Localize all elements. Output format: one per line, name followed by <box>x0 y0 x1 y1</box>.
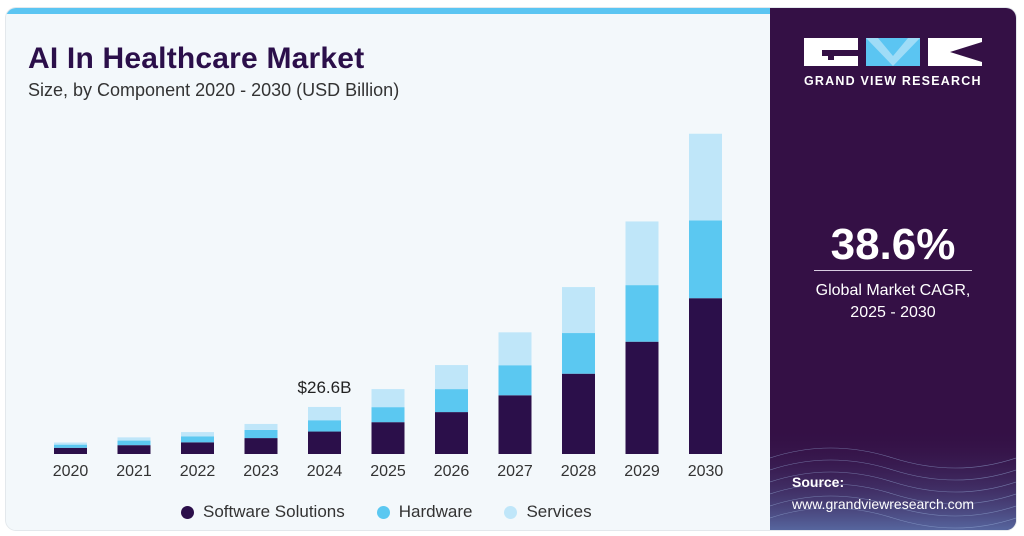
legend-swatch-hardware <box>376 505 390 519</box>
legend-item-software-solutions: Software Solutions <box>181 502 345 522</box>
bar-segment-services-2023 <box>244 423 278 430</box>
bar-segment-hardware-2021 <box>117 440 151 446</box>
legend-label-services: Services <box>526 502 592 521</box>
bar-segment-hardware-2029 <box>625 285 659 342</box>
bar-segment-hardware-2022 <box>181 436 214 443</box>
bar-segment-software-solutions-2022 <box>181 442 214 454</box>
source-label: Source: <box>792 474 845 490</box>
x-tick-label-2025: 2025 <box>370 463 406 480</box>
bar-segment-software-solutions-2030 <box>689 298 722 454</box>
bar-segment-hardware-2030 <box>689 220 722 299</box>
logo-marks <box>804 38 984 66</box>
accent-top-bar <box>6 8 770 14</box>
bar-segment-hardware-2024 <box>308 420 341 432</box>
cagr-value: 38.6% <box>830 220 956 269</box>
x-tick-label-2023: 2023 <box>243 463 279 480</box>
x-tick-label-2028: 2028 <box>561 463 597 480</box>
logo-r-mark <box>928 38 982 66</box>
x-tick-label-2030: 2030 <box>688 463 724 480</box>
legend-item-hardware: Hardware <box>376 502 473 522</box>
legend-label-software-solutions: Software Solutions <box>203 502 345 521</box>
legend-swatch-software-solutions <box>181 505 194 519</box>
x-tick-label-2024: 2024 <box>307 463 343 480</box>
logo-g-mark <box>804 38 858 66</box>
bar-segment-hardware-2020 <box>54 444 87 448</box>
logo-v-mark <box>866 38 920 66</box>
chart-subtitle: Size, by Component 2020 - 2030 (USD Bill… <box>28 80 400 100</box>
bar-segment-hardware-2028 <box>562 333 595 374</box>
x-tick-label-2020: 2020 <box>53 463 89 480</box>
bar-segment-hardware-2027 <box>498 365 532 396</box>
bar-segment-software-solutions-2027 <box>498 395 532 454</box>
legend-item-services: Services <box>504 502 592 522</box>
bar-segment-hardware-2026 <box>435 389 468 413</box>
infographic-card: AI In Healthcare Market Size, by Compone… <box>6 8 1016 530</box>
bar-segment-services-2029 <box>625 221 659 286</box>
chart-panel: AI In Healthcare Market Size, by Compone… <box>6 14 770 530</box>
bar-segment-software-solutions-2024 <box>308 431 341 454</box>
decorative-wave-pattern <box>770 428 1016 530</box>
chart-title: AI In Healthcare Market <box>28 42 365 75</box>
bar-segment-software-solutions-2020 <box>54 447 87 454</box>
cagr-label-line2: 2025 - 2030 <box>850 304 936 321</box>
source-url: www.grandviewresearch.com <box>792 496 975 512</box>
x-tick-label-2029: 2029 <box>624 463 660 480</box>
bar-segment-software-solutions-2025 <box>371 422 405 454</box>
legend-label-hardware: Hardware <box>398 502 473 521</box>
bar-segment-services-2020 <box>54 442 87 445</box>
x-tick-label-2022: 2022 <box>180 463 216 480</box>
logo-text: GRAND VIEW RESEARCH <box>804 74 982 88</box>
chart-legend: Software Solutions Hardware Services <box>181 502 592 522</box>
bar-segment-hardware-2025 <box>371 407 405 423</box>
bar-segment-software-solutions-2028 <box>562 373 595 454</box>
bar-segment-services-2030 <box>689 133 722 221</box>
bar-segment-software-solutions-2026 <box>435 412 468 454</box>
info-sidebar: GRAND VIEW RESEARCH 38.6% Global Market … <box>770 8 1016 530</box>
bar-segment-hardware-2023 <box>244 429 278 439</box>
cagr-label-line1: Global Market CAGR, <box>815 282 971 299</box>
cagr-divider <box>814 270 972 271</box>
bar-segment-software-solutions-2023 <box>244 438 278 454</box>
cagr-label: Global Market CAGR, 2025 - 2030 <box>770 280 1016 324</box>
bar-segment-services-2021 <box>117 437 151 441</box>
stacked-bar-chart: 2020 2021 2022 2023 2024 $26.6B 2025 2026 2027 20… <box>53 133 724 480</box>
bar-segment-services-2028 <box>562 287 595 334</box>
source-block: Source: www.grandviewresearch.com <box>792 474 974 512</box>
x-tick-label-2021: 2021 <box>116 463 152 480</box>
bar-segment-software-solutions-2029 <box>625 341 659 454</box>
grand-view-research-logo: GRAND VIEW RESEARCH <box>804 38 984 88</box>
bar-segment-software-solutions-2021 <box>117 445 151 454</box>
bar-segment-services-2026 <box>435 365 468 390</box>
bar-segment-services-2022 <box>181 432 214 437</box>
bar-segment-services-2027 <box>498 332 532 366</box>
legend-swatch-services <box>504 505 518 519</box>
bar-segment-services-2024 <box>308 406 341 421</box>
bar-segment-services-2025 <box>371 389 405 408</box>
x-tick-label-2027: 2027 <box>497 463 533 480</box>
data-label-2024: $26.6B <box>298 378 352 397</box>
x-tick-label-2026: 2026 <box>434 463 470 480</box>
